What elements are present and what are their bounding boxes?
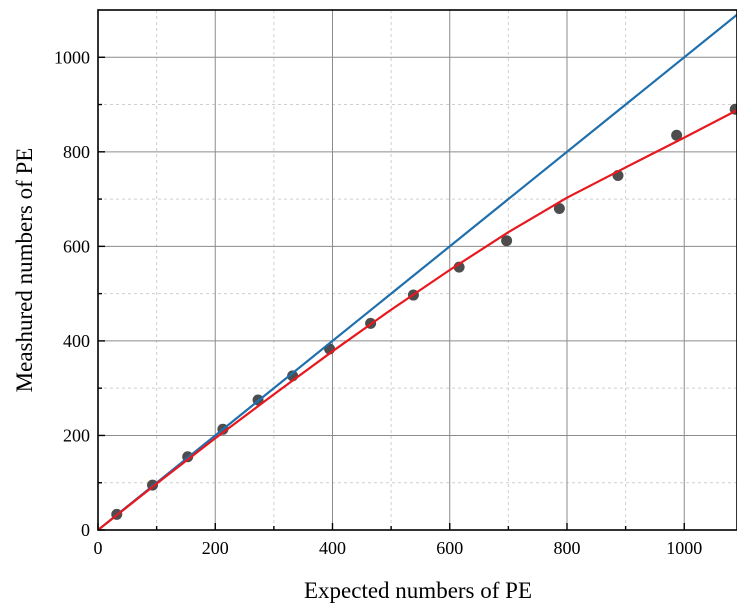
- y-axis-title: Meashured numbers of PE: [12, 148, 37, 393]
- y-tick-label: 600: [63, 236, 90, 256]
- y-tick-label: 1000: [54, 47, 90, 67]
- x-tick-labels: 0 200 400 600 800 1000: [94, 538, 703, 558]
- x-tick-label: 600: [436, 538, 463, 558]
- x-tick-label: 200: [202, 538, 229, 558]
- x-tick-label: 800: [553, 538, 580, 558]
- y-tick-label: 0: [81, 520, 90, 540]
- plot-frame: [97, 9, 737, 531]
- y-tick-label: 400: [63, 331, 90, 351]
- data-point: [671, 129, 683, 141]
- x-tick-label: 1000: [666, 538, 702, 558]
- grid: [98, 10, 737, 530]
- data-point: [553, 203, 565, 215]
- series-line-2: [98, 109, 737, 530]
- series-layer: [98, 13, 737, 530]
- lines-layer: [98, 13, 737, 530]
- points-layer: [111, 103, 737, 520]
- x-tick-label: 400: [319, 538, 346, 558]
- y-tick-label: 800: [63, 142, 90, 162]
- data-point: [501, 235, 513, 247]
- series-line-1: [98, 13, 737, 530]
- x-tick-label: 0: [94, 538, 103, 558]
- ticks: [97, 56, 685, 531]
- y-tick-labels: 0 200 400 600 800 1000: [54, 47, 90, 540]
- y-tick-label: 200: [63, 425, 90, 445]
- x-axis-title: Expected numbers of PE: [304, 578, 532, 603]
